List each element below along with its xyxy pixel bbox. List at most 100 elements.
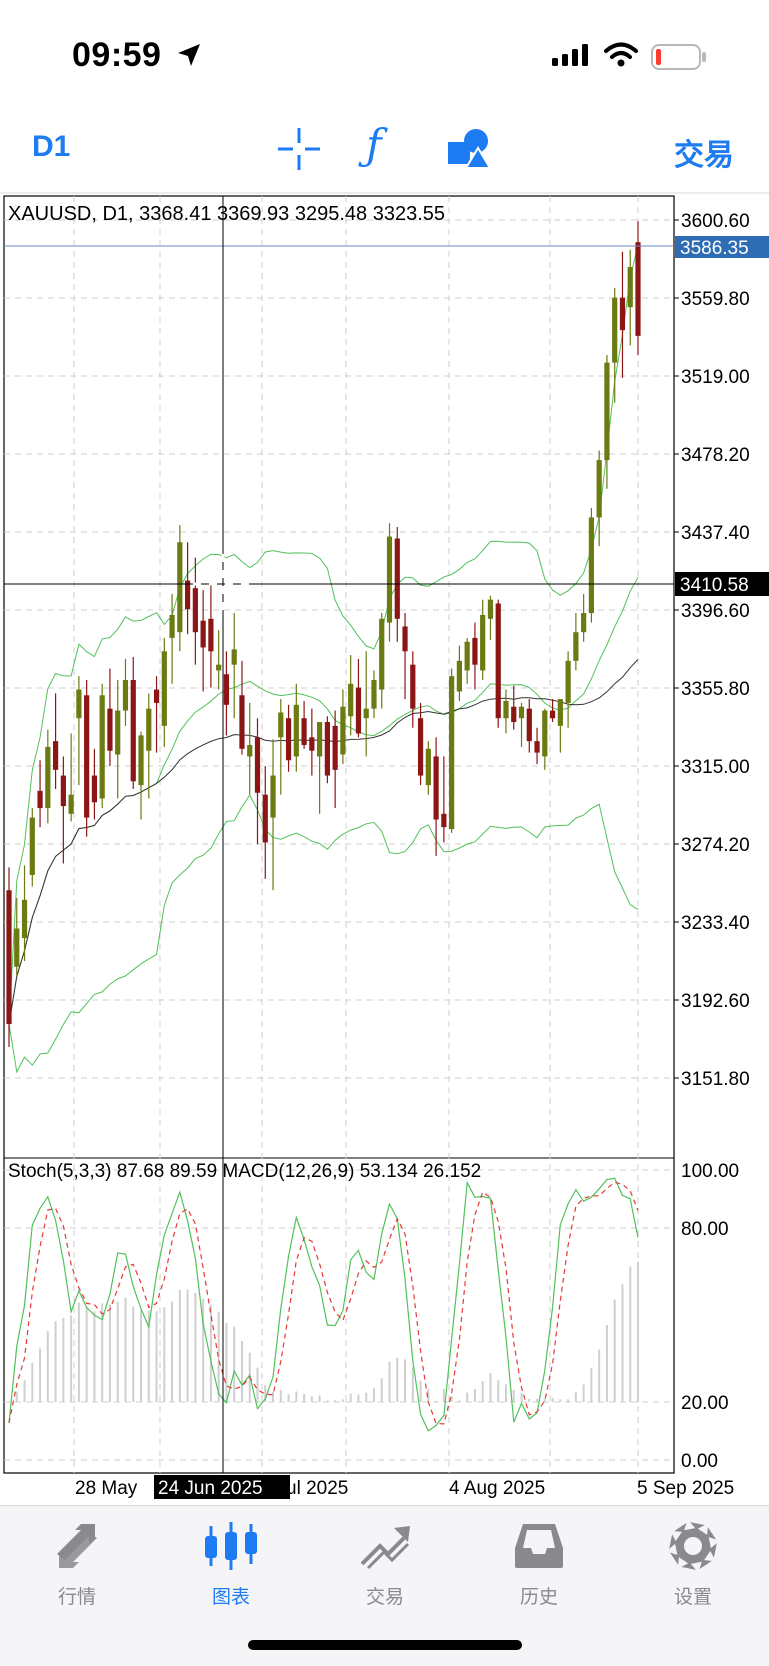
candle-body [612, 297, 618, 363]
tab-settings-label: 设置 [673, 1587, 712, 1608]
chart-info-label: XAUUSD, D1, 3368.41 3369.93 3295.48 3323… [8, 203, 445, 225]
candle-body [565, 660, 571, 703]
candle [581, 593, 587, 642]
candle-body [169, 614, 175, 638]
candle-body [270, 775, 276, 818]
current-price-value: 3586.35 [680, 238, 749, 259]
crosshair-date-tag [154, 1475, 290, 1499]
candle [324, 716, 330, 784]
candle-body [464, 641, 470, 671]
candle-body [177, 542, 183, 633]
candle-body [635, 242, 641, 336]
candle-body [293, 704, 299, 757]
candle [588, 507, 595, 623]
date-label-2: ul 2025 [286, 1478, 348, 1499]
indicators-function-icon[interactable]: ƒ [366, 120, 382, 169]
candle [464, 637, 470, 684]
candle [29, 808, 35, 887]
candle-body [456, 660, 462, 692]
candle-body [223, 674, 230, 705]
candle [99, 683, 105, 809]
candle [223, 651, 230, 736]
candle [355, 658, 362, 738]
quotes-arrows-icon [57, 1524, 97, 1568]
candle [161, 637, 167, 747]
candle [239, 660, 245, 755]
candle [301, 701, 307, 749]
candle-body [247, 744, 253, 757]
candle [52, 693, 59, 789]
price-tick-label: 3600.60 [681, 211, 750, 232]
tab-quotes[interactable]: 行情 [0, 1506, 154, 1616]
candle-body [216, 664, 222, 671]
candle-body [21, 899, 28, 939]
price-tick-label: 3437.40 [681, 523, 750, 544]
wifi-icon [604, 42, 638, 67]
tab-chart-label: 图表 [211, 1587, 250, 1608]
tab-chart[interactable]: 图表 [154, 1506, 308, 1616]
candle [386, 523, 393, 642]
candle-body [627, 267, 633, 308]
candle [456, 645, 462, 701]
timeframe-button[interactable]: D1 [32, 130, 71, 163]
candle [371, 670, 377, 719]
candle-body [84, 695, 90, 818]
candle [177, 525, 183, 652]
price-tick-label: 3355.80 [681, 679, 750, 700]
candle-body [153, 689, 160, 703]
candle-body [52, 741, 59, 770]
candle-body [480, 614, 486, 671]
candle-body [107, 708, 113, 751]
candle [487, 595, 494, 640]
candle-body [14, 928, 20, 967]
indicator-tick-label: 20.00 [681, 1393, 729, 1414]
candle [480, 599, 486, 680]
price-tick-label: 3519.00 [681, 367, 750, 388]
candle [410, 651, 416, 728]
candle-body [192, 588, 198, 633]
candle [254, 718, 261, 845]
candle-body [511, 706, 517, 723]
candle-body [619, 297, 626, 331]
candle-body [557, 699, 563, 726]
candlestick-series [6, 221, 641, 1048]
date-label-3: 4 Aug 2025 [449, 1478, 545, 1499]
candle-body [549, 710, 556, 719]
candle-body [45, 746, 51, 809]
tab-history[interactable]: 历史 [462, 1506, 616, 1616]
candle [6, 867, 12, 1048]
trade-trend-icon [360, 1526, 410, 1570]
candle [231, 613, 237, 719]
crosshair-icon[interactable] [276, 126, 322, 172]
candle-body [262, 794, 268, 843]
candle [495, 599, 501, 728]
candle-body [386, 536, 393, 623]
candle [185, 542, 191, 635]
candle [91, 748, 98, 820]
indicator-subwindow [8, 1177, 639, 1432]
candle [340, 689, 346, 765]
candle-body [503, 701, 509, 719]
candle-body [37, 790, 43, 809]
candle [60, 756, 66, 864]
candle [433, 737, 439, 856]
candle-body [115, 710, 121, 755]
status-time: 09:59 [72, 36, 162, 74]
candle [84, 679, 90, 837]
candle [270, 739, 276, 891]
objects-shapes-icon[interactable] [446, 126, 492, 172]
candle [565, 651, 571, 728]
location-arrow-icon [178, 44, 200, 66]
candle [138, 731, 144, 820]
tab-settings[interactable]: 设置 [616, 1506, 769, 1616]
candle [441, 756, 447, 843]
candle [192, 557, 198, 665]
trade-button[interactable]: 交易 [674, 139, 734, 172]
tab-trade[interactable]: 交易 [308, 1506, 462, 1616]
home-indicator [248, 1640, 522, 1650]
candle [332, 710, 338, 809]
candle-body [161, 651, 167, 726]
candle-body [417, 718, 424, 776]
bollinger-bands [8, 244, 639, 1074]
price-chart[interactable]: XAUUSD, D1, 3368.41 3369.93 3295.48 3323… [0, 192, 769, 1502]
